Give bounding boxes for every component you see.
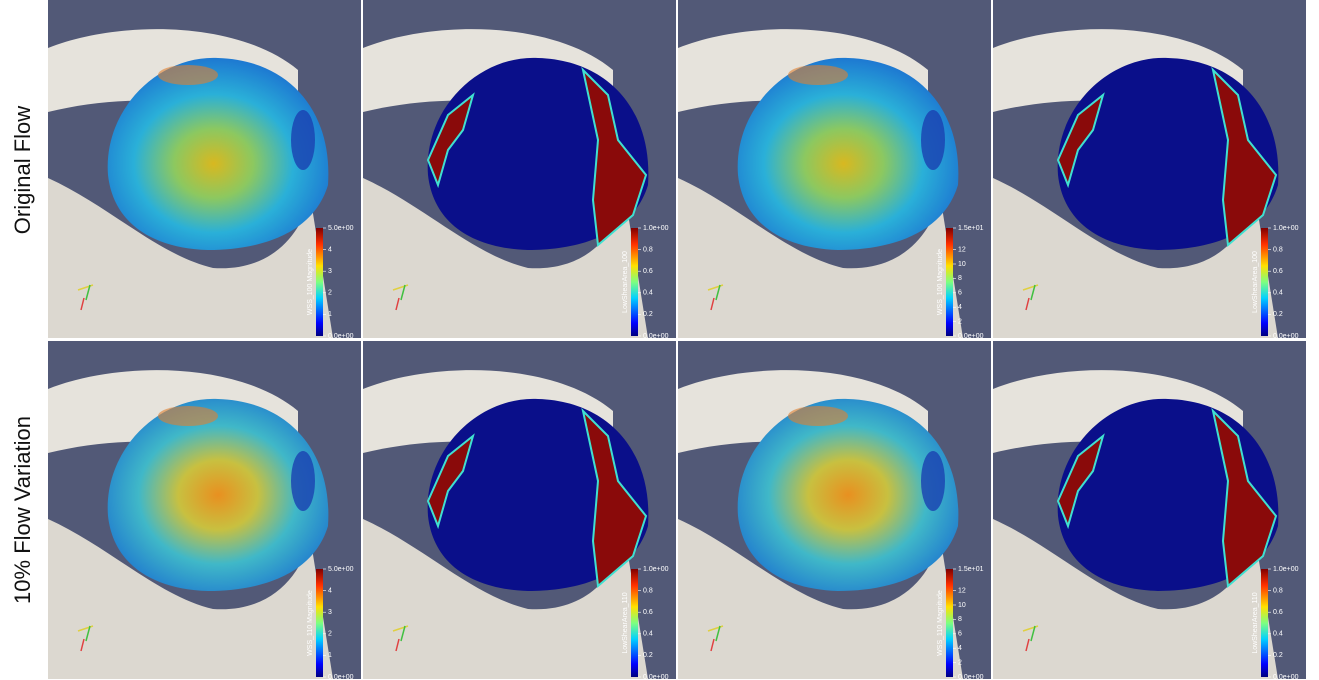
row-label: 10% Flow Variation bbox=[10, 416, 35, 604]
colorbar-tick-label: 0.4 bbox=[643, 631, 653, 638]
colorbar-tick-label: 0.8 bbox=[1273, 587, 1283, 594]
colorbar-tick-label: 0.8 bbox=[643, 246, 653, 253]
colorbar-tick-label: 1.5e+01 bbox=[958, 225, 984, 232]
colorbar-title: WSS_110 Magnitude bbox=[937, 590, 944, 656]
render-panel: LowShearArea_100 1.0e+00 0.8 0.6 0.4 0.2 0.0e+… bbox=[993, 0, 1306, 340]
colorbar-title: LowShearArea_110 bbox=[622, 592, 629, 653]
row-label: Original Flow bbox=[10, 106, 35, 234]
colorbar-tick-label: 0.0e+00 bbox=[1273, 333, 1299, 340]
colorbar bbox=[946, 228, 953, 336]
colorbar-tick-label: 1.0e+00 bbox=[1273, 225, 1299, 232]
colorbar-tick-label: 1.5e+01 bbox=[958, 566, 984, 573]
colorbar-title: LowShearArea_100 bbox=[1252, 251, 1259, 313]
colorbar-title: LowShearArea_100 bbox=[622, 251, 629, 313]
wss-low-zone bbox=[291, 451, 315, 511]
colorbar-tick-label: 1.0e+00 bbox=[1273, 566, 1299, 573]
colorbar-tick-label: 10 bbox=[958, 261, 966, 268]
colorbar-tick-label: 0.0e+00 bbox=[1273, 674, 1299, 680]
colorbar-tick-label: 4 bbox=[328, 246, 332, 253]
colorbar-title: WSS_100 Magnitude bbox=[307, 249, 314, 315]
colorbar-tick-label: 0.4 bbox=[643, 290, 653, 297]
colorbar bbox=[631, 228, 638, 336]
colorbar-tick-label: 2 bbox=[958, 318, 962, 325]
colorbar-tick-label: 12 bbox=[958, 246, 966, 253]
colorbar bbox=[1261, 569, 1268, 677]
colorbar-tick-label: 4 bbox=[958, 645, 962, 652]
colorbar-tick-label: 0.4 bbox=[1273, 631, 1283, 638]
wss-high-zone bbox=[158, 65, 218, 85]
colorbar-tick-label: 0.0e+00 bbox=[328, 333, 354, 340]
colorbar-tick-label: 12 bbox=[958, 587, 966, 594]
colorbar-tick-label: 1 bbox=[328, 652, 332, 659]
render-panel: WSS_110 Magnitude 5.0e+00 4 3 2 1 0.0e+00 bbox=[48, 341, 361, 680]
colorbar-tick-label: 0.2 bbox=[1273, 652, 1283, 659]
colorbar-tick-label: 0.6 bbox=[1273, 609, 1283, 616]
colorbar-tick-label: 0.0e+00 bbox=[643, 674, 669, 680]
colorbar-tick-label: 3 bbox=[328, 609, 332, 616]
colorbar-tick-label: 1 bbox=[328, 311, 332, 318]
colorbar-tick-label: 0.2 bbox=[1273, 311, 1283, 318]
colorbar-tick-label: 3 bbox=[328, 268, 332, 275]
figure: Original Flow 10% Flow Variation WSS_100… bbox=[0, 0, 1319, 680]
colorbar-tick-label: 0.0e+00 bbox=[643, 333, 669, 340]
wss-high-zone bbox=[788, 65, 848, 85]
colorbar-tick-label: 2 bbox=[328, 631, 332, 638]
colorbar-tick-label: 4 bbox=[328, 587, 332, 594]
colorbar-tick-label: 0.8 bbox=[643, 587, 653, 594]
wss-low-zone bbox=[921, 110, 945, 170]
colorbar-tick-label: 6 bbox=[958, 631, 962, 638]
colorbar bbox=[631, 569, 638, 677]
colorbar bbox=[1261, 228, 1268, 336]
colorbar-tick-label: 0.8 bbox=[1273, 246, 1283, 253]
colorbar-tick-label: 5.0e+00 bbox=[328, 566, 354, 573]
render-panel: WSS_110 Magnitude 1.5e+01 12 10 8 6 4 2 0.0e+00 bbox=[678, 341, 991, 680]
colorbar-tick-label: 8 bbox=[958, 616, 962, 623]
wss-high-zone bbox=[158, 406, 218, 426]
colorbar-tick-label: 4 bbox=[958, 304, 962, 311]
colorbar-tick-label: 0.6 bbox=[1273, 268, 1283, 275]
colorbar-tick-label: 0.0e+00 bbox=[328, 674, 354, 680]
colorbar-title: WSS_110 Magnitude bbox=[307, 590, 314, 656]
colorbar-tick-label: 0.0e+00 bbox=[958, 674, 984, 680]
colorbar-tick-label: 2 bbox=[328, 290, 332, 297]
render-panel: WSS_100 Magnitude 1.5e+01 12 10 8 6 4 2 0.0e+00 bbox=[678, 0, 991, 340]
render-panel: LowShearArea_110 1.0e+00 0.8 0.6 0.4 0.2 0.0e+… bbox=[993, 341, 1306, 680]
colorbar bbox=[316, 569, 323, 677]
colorbar-tick-label: 6 bbox=[958, 290, 962, 297]
colorbar-tick-label: 0.4 bbox=[1273, 290, 1283, 297]
colorbar-tick-label: 0.2 bbox=[643, 311, 653, 318]
colorbar-title: LowShearArea_110 bbox=[1252, 592, 1259, 653]
colorbar-tick-label: 10 bbox=[958, 602, 966, 609]
colorbar-tick-label: 0.6 bbox=[643, 609, 653, 616]
render-panel: WSS_100 Magnitude 5.0e+00 4 3 2 1 0.0e+00 bbox=[48, 0, 361, 340]
render-panel: LowShearArea_110 1.0e+00 0.8 0.6 0.4 0.2 0.0e+… bbox=[363, 341, 676, 680]
wss-high-zone bbox=[788, 406, 848, 426]
render-panel: LowShearArea_100 1.0e+00 0.8 0.6 0.4 0.2 0.0e+… bbox=[363, 0, 676, 340]
wss-low-zone bbox=[921, 451, 945, 511]
colorbar-tick-label: 0.0e+00 bbox=[958, 333, 984, 340]
colorbar-tick-label: 8 bbox=[958, 275, 962, 282]
wss-low-zone bbox=[291, 110, 315, 170]
colorbar-tick-label: 0.2 bbox=[643, 652, 653, 659]
colorbar-tick-label: 0.6 bbox=[643, 268, 653, 275]
colorbar-title: WSS_100 Magnitude bbox=[937, 249, 944, 315]
colorbar bbox=[316, 228, 323, 336]
colorbar-tick-label: 1.0e+00 bbox=[643, 566, 669, 573]
colorbar-tick-label: 5.0e+00 bbox=[328, 225, 354, 232]
colorbar-tick-label: 1.0e+00 bbox=[643, 225, 669, 232]
colorbar-tick-label: 2 bbox=[958, 659, 962, 666]
colorbar bbox=[946, 569, 953, 677]
